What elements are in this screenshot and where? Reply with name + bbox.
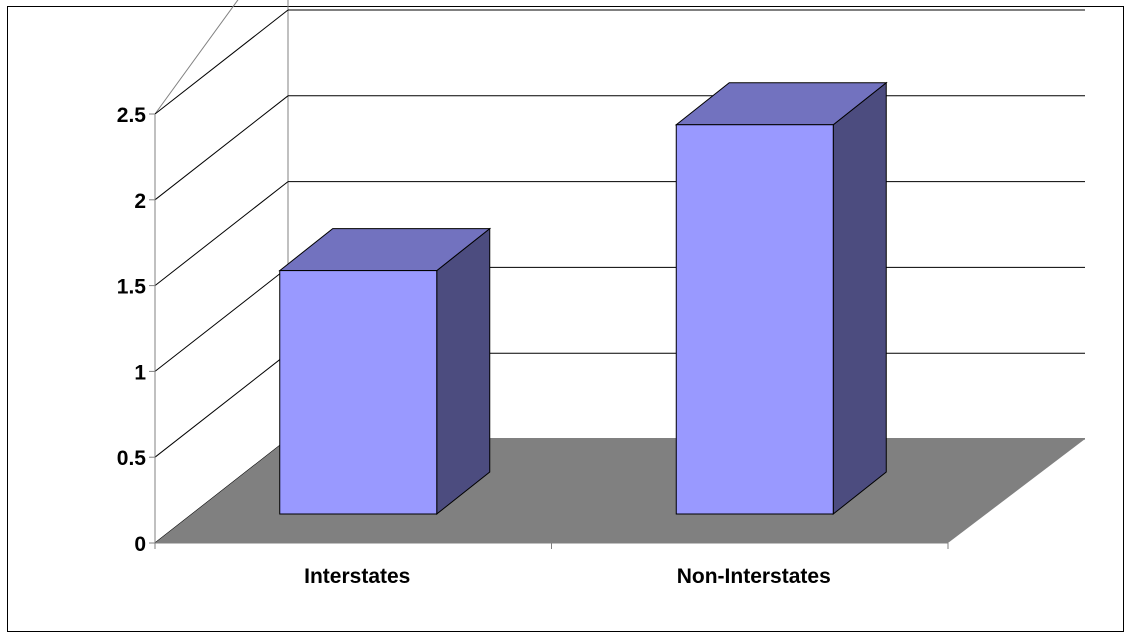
chart-border	[7, 6, 1124, 632]
bar-side-1	[832, 81, 887, 516]
y-tick-label-1: 0.5	[117, 447, 147, 470]
x-category-label-1: Non-Interstates	[677, 565, 831, 588]
left-wall-top-edge	[154, 0, 239, 115]
bar-side-0	[436, 227, 491, 516]
gridline-diagonal-2	[154, 267, 289, 372]
x-category-label-0: Interstates	[304, 565, 410, 588]
gridline-diagonal-5	[154, 9, 289, 115]
gridline-diagonal-4	[154, 95, 289, 201]
y-tick-label-0: 0	[134, 533, 146, 556]
y-tick-label-4: 2	[134, 190, 146, 213]
y-tick-label-2: 1	[134, 361, 146, 384]
bar-0	[279, 270, 438, 515]
y-tick-label-5: 2.5	[117, 104, 147, 127]
bar-1	[675, 124, 834, 515]
gridline-diagonal-3	[154, 181, 289, 286]
y-tick-label-3: 1.5	[117, 276, 147, 299]
gridline-diagonal-1	[154, 352, 289, 458]
